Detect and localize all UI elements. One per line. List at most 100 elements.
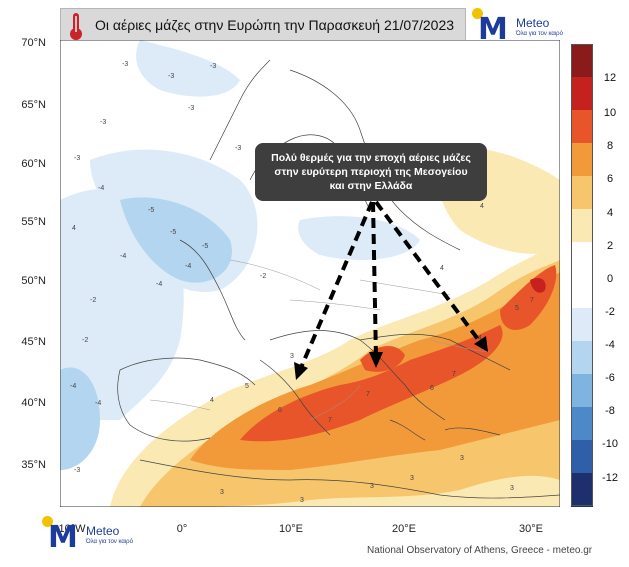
lat-label-55: 55°N — [21, 216, 46, 228]
contour-label: -4 — [185, 263, 191, 270]
contour-label: 5 — [515, 305, 519, 312]
contour-label: -4 — [120, 253, 126, 260]
contour-label: 7 — [530, 297, 534, 304]
colorbar-segment — [571, 341, 593, 375]
contour-label: -2 — [90, 297, 96, 304]
colorbar-tick: 4 — [606, 207, 614, 219]
colorbar-tick: -2 — [605, 306, 615, 318]
map-panel: -3 -3 -3 -3 -3 -3 -3 -4 -5 -5 -5 -4 -4 -… — [60, 40, 560, 507]
colorbar-tick: 0 — [606, 273, 614, 285]
contour-label: -2 — [260, 273, 266, 280]
colorbar-tick: 2 — [606, 240, 614, 252]
contour-label: 3 — [370, 483, 374, 490]
colorbar-segment — [571, 176, 593, 210]
contour-label: -5 — [202, 243, 208, 250]
contour-labels: -3 -3 -3 -3 -3 -3 -3 -4 -5 -5 -5 -4 -4 -… — [70, 61, 534, 504]
contour-label: 4 — [72, 225, 76, 232]
colorbar-tick: -10 — [602, 438, 618, 450]
colorbar-segment — [571, 110, 593, 144]
colorbar-tick: -4 — [605, 339, 615, 351]
lat-label-45: 45°N — [21, 336, 46, 348]
lon-label-20e: 20°E — [392, 523, 416, 535]
contour-label: 5 — [245, 383, 249, 390]
colorbar-tick: -12 — [602, 472, 618, 484]
colorbar-segment — [571, 143, 593, 177]
contour-label: 6 — [430, 385, 434, 392]
brand-tagline: Όλα για τον καιρό — [86, 539, 133, 545]
contour-label: -4 — [98, 185, 104, 192]
colorbar-segment — [571, 209, 593, 243]
thermometer-icon — [70, 13, 82, 40]
brand-name: Meteo — [516, 16, 550, 30]
temperature-anomaly-map: -3 -3 -3 -3 -3 -3 -3 -4 -5 -5 -5 -4 -4 -… — [60, 40, 560, 507]
meteo-m-icon: M — [48, 520, 78, 555]
contour-label: 3 — [300, 497, 304, 504]
lat-label-65: 65°N — [21, 99, 46, 111]
colorbar-tick: 8 — [606, 140, 614, 152]
brand-tagline: Όλα για τον καιρό — [516, 31, 563, 37]
contour-label: -3 — [100, 119, 106, 126]
colorbar-segment — [571, 308, 593, 342]
colorbar-segment — [571, 407, 593, 441]
colorbar-tick: 10 — [603, 107, 617, 119]
contour-label: -4 — [95, 400, 101, 407]
contour-label: -3 — [235, 145, 241, 152]
contour-label: -4 — [70, 383, 76, 390]
lat-label-60: 60°N — [21, 158, 46, 170]
colorbar-segment — [571, 473, 593, 507]
annotation-line3: και στην Ελλάδα — [329, 180, 413, 192]
meteo-logo-top: M Meteo Όλα για τον καιρό — [472, 8, 563, 45]
source-credit: National Observatory of Athens, Greece -… — [367, 545, 593, 556]
contour-label: 7 — [328, 417, 332, 424]
temperature-colorbar — [571, 44, 593, 507]
colorbar-tick: 12 — [603, 72, 617, 84]
contour-label: 3 — [410, 475, 414, 482]
colorbar-tick: -6 — [605, 372, 615, 384]
colorbar-tick: -8 — [605, 405, 615, 417]
contour-label: -3 — [188, 105, 194, 112]
contour-label: 6 — [278, 407, 282, 414]
lon-label-0: 0° — [176, 523, 188, 535]
arrows — [298, 200, 482, 371]
map-title: Οι αέριες μάζες στην Ευρώπη την Παρασκευ… — [95, 17, 455, 33]
colorbar-segment — [571, 77, 593, 111]
lon-label-10w: 10°W — [58, 523, 86, 535]
colorbar-segment — [571, 242, 593, 276]
colorbar-segment — [571, 44, 593, 78]
arrowheads — [294, 336, 488, 380]
contour-label: -5 — [170, 229, 176, 236]
contour-label: 7 — [366, 391, 370, 398]
contour-label: -3 — [210, 63, 216, 70]
contour-label: 3 — [220, 489, 224, 496]
colorbar-segment — [571, 440, 593, 474]
contour-label: 4 — [478, 335, 482, 342]
colorbar-segment — [571, 374, 593, 408]
annotation-line1: Πολύ θερμές για την εποχή αέριες μάζες — [271, 152, 471, 164]
contour-label: 3 — [290, 353, 294, 360]
annotation-callout: Πολύ θερμές για την εποχή αέριες μάζες σ… — [255, 143, 487, 201]
contour-label: -2 — [82, 337, 88, 344]
lat-label-50: 50°N — [21, 275, 46, 287]
lon-label-10e: 10°E — [279, 523, 303, 535]
contour-label: 3 — [460, 455, 464, 462]
lon-label-30e: 30°E — [519, 523, 543, 535]
contour-label: 4 — [480, 203, 484, 210]
contour-label: 4 — [440, 265, 444, 272]
contour-label: 4 — [210, 397, 214, 404]
contour-label: -3 — [122, 61, 128, 68]
contour-label: -3 — [168, 73, 174, 80]
colorbar-tick: 6 — [606, 173, 614, 185]
colorbar-segment — [571, 275, 593, 309]
contour-label: 7 — [452, 371, 456, 378]
title-bar: Οι αέριες μάζες στην Ευρώπη την Παρασκευ… — [60, 8, 466, 42]
contour-label: -4 — [156, 281, 162, 288]
sun-icon — [472, 8, 483, 19]
contour-label: 3 — [510, 485, 514, 492]
sun-icon — [42, 516, 53, 527]
contour-label: -3 — [74, 467, 80, 474]
contour-label: -5 — [148, 207, 154, 214]
contour-label: -3 — [74, 155, 80, 162]
lat-label-70: 70°N — [21, 37, 46, 49]
brand-name: Meteo — [86, 524, 120, 538]
lat-label-40: 40°N — [21, 397, 46, 409]
